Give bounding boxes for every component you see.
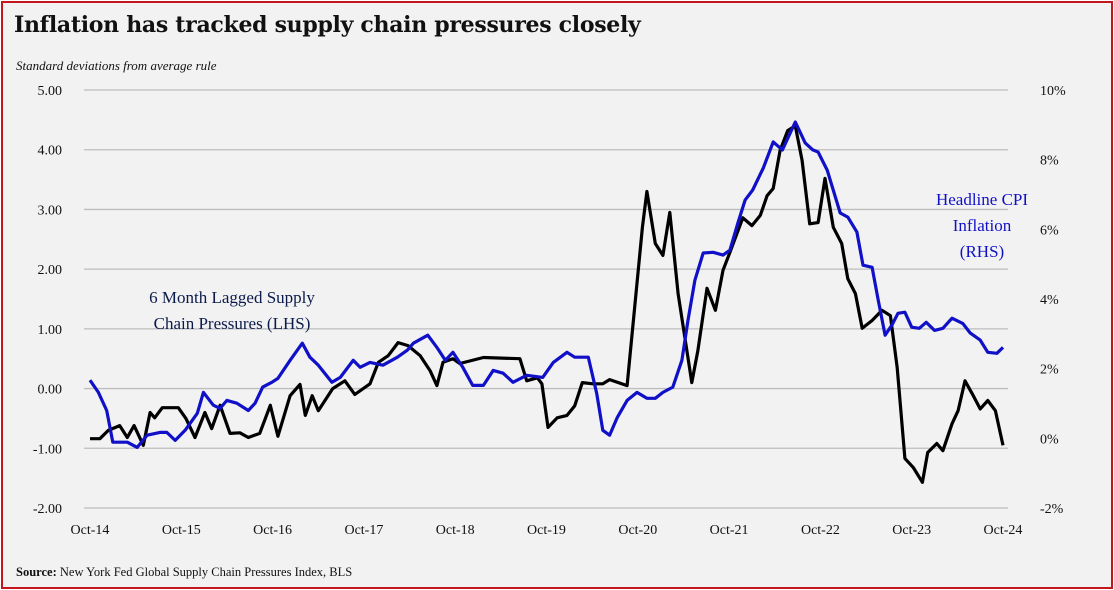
x-axis-ticks: Oct-14 Oct-15 Oct-16 Oct-17 Oct-18 Oct-19 Oct-…: [71, 523, 1023, 538]
left-tick-label: 1.00: [38, 323, 63, 338]
x-tick-label: Oct-23: [892, 523, 931, 538]
right-tick-label: 10%: [1040, 84, 1066, 99]
right-tick-label: 8%: [1040, 154, 1059, 169]
right-tick-label: -2%: [1040, 502, 1064, 517]
left-tick-label: 2.00: [38, 263, 63, 278]
left-tick-label: -1.00: [33, 442, 62, 457]
source-note: Source: New York Fed Global Supply Chain…: [16, 565, 352, 580]
x-tick-label: Oct-21: [710, 523, 749, 538]
right-tick-label: 2%: [1040, 363, 1059, 378]
x-tick-label: Oct-17: [344, 523, 383, 538]
x-tick-label: Oct-22: [801, 523, 840, 538]
cpi-inflation-line: [88, 120, 1005, 449]
x-tick-label: Oct-24: [984, 523, 1023, 538]
left-tick-label: 0.00: [38, 383, 63, 398]
source-label: Source:: [16, 565, 57, 579]
cpi-annotation-line2: Inflation: [953, 216, 1012, 235]
x-tick-label: Oct-16: [253, 523, 292, 538]
gridlines: [84, 89, 1008, 509]
x-tick-label: Oct-15: [162, 523, 201, 538]
cpi-annotation-line3: (RHS): [960, 242, 1004, 261]
right-tick-label: 0%: [1040, 432, 1059, 447]
left-tick-label: 5.00: [38, 84, 63, 99]
x-tick-label: Oct-14: [71, 523, 110, 538]
supply-chain-pressure-line: [90, 124, 1005, 484]
right-tick-label: 6%: [1040, 223, 1059, 238]
series-lines: [88, 120, 1005, 484]
chart-subtitle: Standard deviations from average rule: [16, 58, 217, 73]
supply-annotation-line1: 6 Month Lagged Supply: [149, 288, 315, 307]
left-axis-ticks: 5.00 4.00 3.00 2.00 1.00 0.00 -1.00 -2.00: [33, 84, 62, 517]
x-tick-label: Oct-20: [618, 523, 657, 538]
cpi-annotation-line1: Headline CPI: [936, 190, 1028, 209]
chart-title: Inflation has tracked supply chain press…: [14, 12, 641, 38]
supply-annotation-line2: Chain Pressures (LHS): [154, 314, 311, 333]
source-text: New York Fed Global Supply Chain Pressur…: [56, 565, 353, 579]
left-tick-label: 3.00: [38, 203, 63, 218]
left-tick-label: -2.00: [33, 502, 62, 517]
x-tick-label: Oct-19: [527, 523, 566, 538]
x-tick-label: Oct-18: [436, 523, 475, 538]
left-tick-label: 4.00: [38, 144, 63, 159]
right-axis-ticks: 10% 8% 6% 4% 2% 0% -2%: [1040, 84, 1066, 517]
right-tick-label: 4%: [1040, 293, 1059, 308]
